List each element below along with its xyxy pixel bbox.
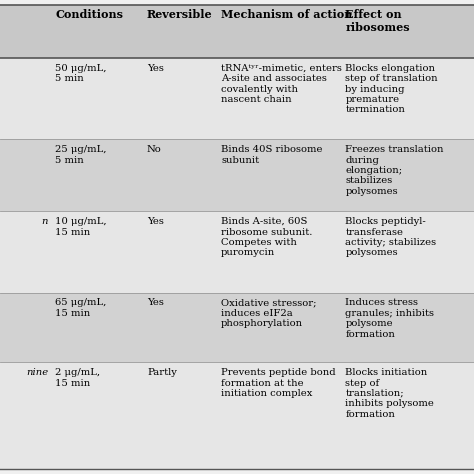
Text: 25 μg/mL,
5 min: 25 μg/mL, 5 min <box>55 145 107 164</box>
Text: 2 μg/mL,
15 min: 2 μg/mL, 15 min <box>55 368 100 388</box>
Bar <box>0 211 474 293</box>
Text: Binds 40S ribosome
subunit: Binds 40S ribosome subunit <box>221 145 322 164</box>
Text: Blocks peptidyl-
transferase
activity; stabilizes
polysomes: Blocks peptidyl- transferase activity; s… <box>346 217 437 257</box>
Text: Yes: Yes <box>147 299 164 308</box>
Text: Partly: Partly <box>147 368 177 377</box>
Text: Prevents peptide bond
formation at the
initiation complex: Prevents peptide bond formation at the i… <box>221 368 336 398</box>
Text: Effect on
ribosomes: Effect on ribosomes <box>346 9 410 33</box>
Bar <box>0 293 474 363</box>
Text: 65 μg/mL,
15 min: 65 μg/mL, 15 min <box>55 299 107 318</box>
Text: n: n <box>42 217 48 226</box>
Text: Freezes translation
during
elongation;
stabilizes
polysomes: Freezes translation during elongation; s… <box>346 145 444 196</box>
Bar <box>0 363 474 469</box>
Text: 10 μg/mL,
15 min: 10 μg/mL, 15 min <box>55 217 107 237</box>
Text: Conditions: Conditions <box>55 9 123 20</box>
Text: Induces stress
granules; inhibits
polysome
formation: Induces stress granules; inhibits polyso… <box>346 299 435 338</box>
Text: No: No <box>147 145 162 154</box>
Bar <box>0 58 474 139</box>
Text: 50 μg/mL,
5 min: 50 μg/mL, 5 min <box>55 64 107 83</box>
Text: nine: nine <box>26 368 48 377</box>
Text: Oxidative stressor;
induces eIF2a
phosphorylation: Oxidative stressor; induces eIF2a phosph… <box>221 299 317 328</box>
Text: Yes: Yes <box>147 64 164 73</box>
Text: Reversible: Reversible <box>147 9 212 20</box>
Text: Mechanism of action: Mechanism of action <box>221 9 352 20</box>
Bar <box>0 139 474 211</box>
Text: tRNAᵗʸʳ-mimetic, enters
A-site and associates
covalently with
nascent chain: tRNAᵗʸʳ-mimetic, enters A-site and assoc… <box>221 64 342 104</box>
Bar <box>0 5 474 58</box>
Text: Yes: Yes <box>147 217 164 226</box>
Text: Binds A-site, 60S
ribosome subunit.
Competes with
puromycin: Binds A-site, 60S ribosome subunit. Comp… <box>221 217 312 257</box>
Text: Blocks elongation
step of translation
by inducing
premature
termination: Blocks elongation step of translation by… <box>346 64 438 114</box>
Text: Blocks initiation
step of
translation;
inhibits polysome
formation: Blocks initiation step of translation; i… <box>346 368 434 419</box>
